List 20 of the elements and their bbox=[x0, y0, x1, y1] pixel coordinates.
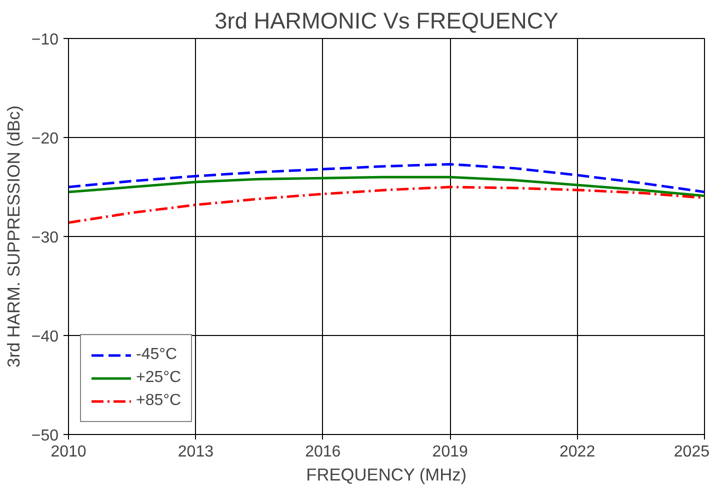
legend-label: +25°C bbox=[136, 369, 182, 387]
line-series bbox=[68, 176, 704, 198]
y-tick-label: −20 bbox=[31, 130, 59, 148]
y-tick-label: −10 bbox=[31, 32, 59, 48]
legend-label: +85°C bbox=[136, 392, 182, 410]
x-axis-title: FREQUENCY (MHz) bbox=[306, 464, 467, 484]
x-tick-label: 2022 bbox=[560, 444, 596, 460]
x-tick-label: 2010 bbox=[50, 444, 86, 460]
y-axis-title: 3rd HARM. SUPPRESSION (dBc) bbox=[3, 106, 24, 368]
line-series bbox=[68, 186, 704, 224]
x-tick-label: 2025 bbox=[674, 444, 709, 460]
line-series bbox=[68, 162, 704, 194]
x-tick-label: 2019 bbox=[432, 444, 468, 460]
x-tick-label: 2013 bbox=[178, 444, 214, 460]
y-tick-label: −50 bbox=[31, 428, 59, 444]
x-tick-label: 2016 bbox=[305, 444, 341, 460]
chart-title: 3rd HARMONIC Vs FREQUENCY bbox=[214, 8, 558, 34]
y-tick-label: −40 bbox=[31, 328, 59, 346]
y-tick-label: −30 bbox=[31, 230, 59, 246]
legend-label: -45°C bbox=[136, 346, 178, 364]
